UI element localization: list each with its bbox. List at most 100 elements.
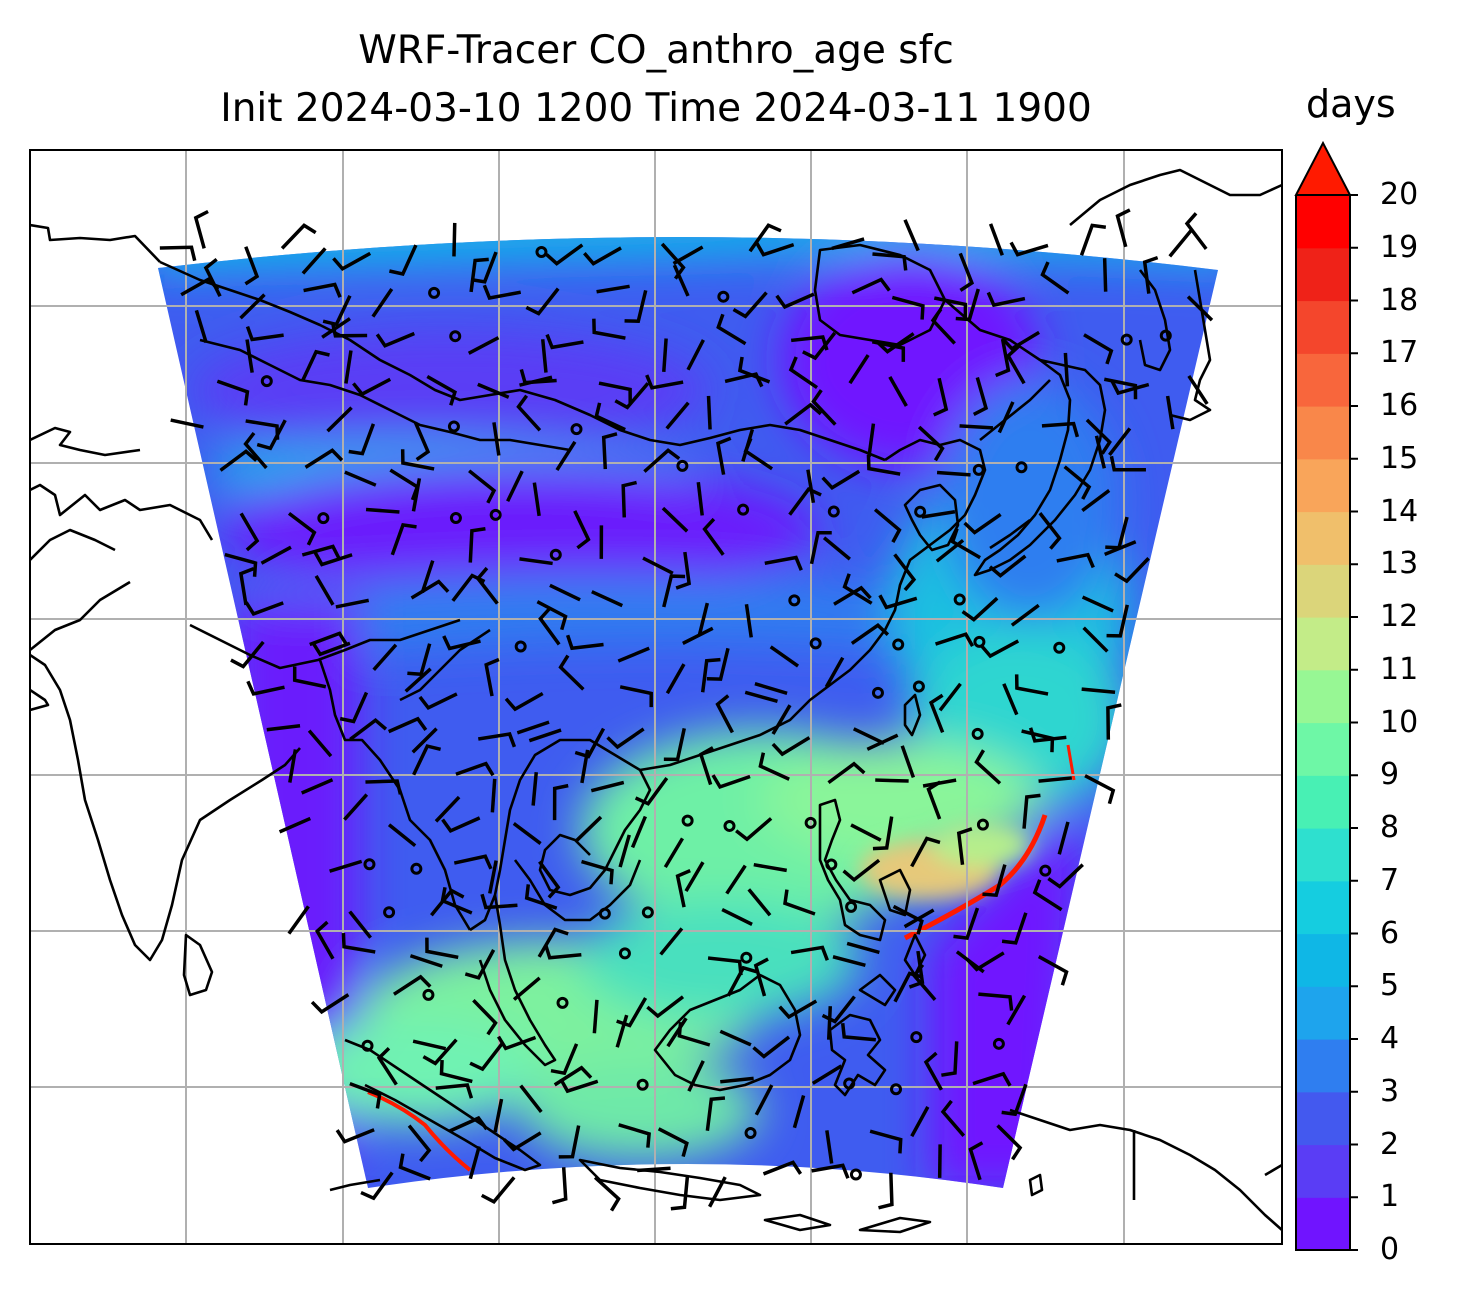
wind-barb bbox=[705, 1096, 726, 1131]
wind-barb bbox=[1184, 212, 1208, 250]
wind-barb bbox=[469, 1042, 504, 1072]
wind-barb bbox=[866, 454, 901, 476]
colorbar-segment bbox=[1296, 933, 1350, 987]
wind-barb bbox=[986, 291, 1026, 308]
colorbar-tick-label: 3 bbox=[1380, 1073, 1400, 1109]
wind-barb bbox=[1081, 687, 1116, 695]
wind-barb bbox=[1040, 261, 1070, 295]
colorbar-tick-label: 1 bbox=[1380, 1179, 1400, 1215]
wind-barb bbox=[372, 643, 398, 671]
wind-barb bbox=[278, 816, 312, 834]
wind-barb bbox=[963, 512, 1002, 535]
wind-barb bbox=[665, 401, 690, 430]
map-area bbox=[30, 150, 1282, 1244]
colorbar-tick-label: 8 bbox=[1380, 810, 1400, 845]
wind-barb bbox=[590, 780, 625, 793]
colorbar-segment bbox=[1296, 1039, 1350, 1093]
calm-wind-marker bbox=[809, 637, 822, 650]
wind-barb bbox=[659, 927, 684, 956]
wind-barb bbox=[531, 771, 539, 806]
colorbar-segment bbox=[1296, 669, 1350, 724]
colorbar-tick-label: 7 bbox=[1380, 862, 1400, 898]
calm-wind-marker bbox=[976, 818, 989, 831]
calm-wind-marker bbox=[447, 420, 460, 433]
wind-barb bbox=[956, 827, 973, 865]
wind-barb bbox=[921, 509, 956, 519]
colorbar-segment bbox=[1296, 247, 1350, 302]
wind-barb bbox=[1014, 674, 1049, 696]
wind-barb bbox=[480, 893, 518, 910]
wind-barb bbox=[1085, 418, 1112, 455]
wind-barb bbox=[326, 406, 353, 433]
wind-barb bbox=[618, 1123, 651, 1148]
wind-barb bbox=[1083, 333, 1114, 365]
wind-barb bbox=[1010, 603, 1040, 627]
wind-barb bbox=[493, 1098, 504, 1133]
wind-barb bbox=[936, 470, 971, 477]
wind-barb bbox=[573, 510, 591, 550]
wind-barb bbox=[411, 478, 422, 512]
wind-barb bbox=[662, 574, 686, 608]
wind-barb bbox=[775, 292, 815, 310]
wind-barb bbox=[360, 1171, 394, 1201]
wind-barb bbox=[1005, 345, 1026, 385]
wind-barb bbox=[732, 291, 768, 319]
wind-barb bbox=[624, 289, 648, 323]
wind-barb bbox=[596, 284, 630, 294]
wind-barb bbox=[675, 869, 691, 908]
wind-barb bbox=[472, 999, 498, 1036]
wind-barb bbox=[549, 583, 581, 602]
wind-barb bbox=[341, 932, 376, 954]
wind-barb bbox=[832, 955, 866, 968]
wind-barb bbox=[706, 395, 712, 430]
wind-barb bbox=[716, 313, 747, 346]
colorbar-segment bbox=[1296, 617, 1350, 671]
wind-barb bbox=[867, 423, 876, 458]
wind-barb bbox=[1001, 1083, 1028, 1117]
wind-barb bbox=[309, 631, 349, 647]
wind-barb bbox=[792, 1095, 806, 1129]
wind-barb bbox=[464, 949, 496, 980]
wind-barb bbox=[903, 908, 935, 929]
wind-barb bbox=[519, 368, 557, 385]
wind-barb bbox=[737, 356, 771, 384]
wind-barb bbox=[1038, 512, 1062, 550]
wind-barb bbox=[311, 641, 351, 657]
wind-barb bbox=[771, 704, 792, 735]
wind-barb bbox=[1084, 774, 1116, 805]
wind-barb bbox=[1108, 427, 1132, 456]
wind-barb bbox=[764, 555, 803, 571]
wind-barb bbox=[455, 761, 495, 777]
colorbar-tick-label: 6 bbox=[1380, 915, 1400, 951]
calm-wind-marker bbox=[410, 862, 423, 875]
calm-wind-marker bbox=[383, 906, 396, 919]
wind-barb bbox=[532, 482, 541, 517]
wind-barb bbox=[545, 243, 584, 266]
wind-barb bbox=[1168, 229, 1193, 258]
wind-barb bbox=[410, 579, 450, 600]
wind-barb bbox=[725, 864, 747, 895]
wind-barb bbox=[972, 377, 989, 416]
wind-barb bbox=[1063, 465, 1092, 500]
wind-barb bbox=[243, 431, 268, 470]
wind-barb bbox=[974, 749, 1002, 785]
wind-barb bbox=[452, 222, 457, 257]
colorbar-tick-label: 16 bbox=[1380, 388, 1419, 423]
wind-barb bbox=[758, 752, 790, 781]
wind-barb bbox=[352, 377, 392, 397]
calm-wind-marker bbox=[744, 1127, 757, 1140]
wind-barb bbox=[697, 602, 710, 637]
wind-barb bbox=[330, 322, 368, 338]
wind-barb bbox=[407, 643, 432, 677]
calm-wind-marker bbox=[535, 246, 548, 259]
wind-barb bbox=[968, 1141, 984, 1181]
wind-barb bbox=[304, 448, 344, 469]
colorbar-tick-label: 20 bbox=[1380, 177, 1419, 212]
calm-wind-marker bbox=[1053, 641, 1066, 654]
calm-wind-marker bbox=[1015, 461, 1028, 474]
wind-barb bbox=[1186, 295, 1214, 322]
calm-wind-marker bbox=[849, 1168, 862, 1181]
wind-barb bbox=[958, 252, 975, 292]
wind-barb bbox=[575, 815, 603, 842]
